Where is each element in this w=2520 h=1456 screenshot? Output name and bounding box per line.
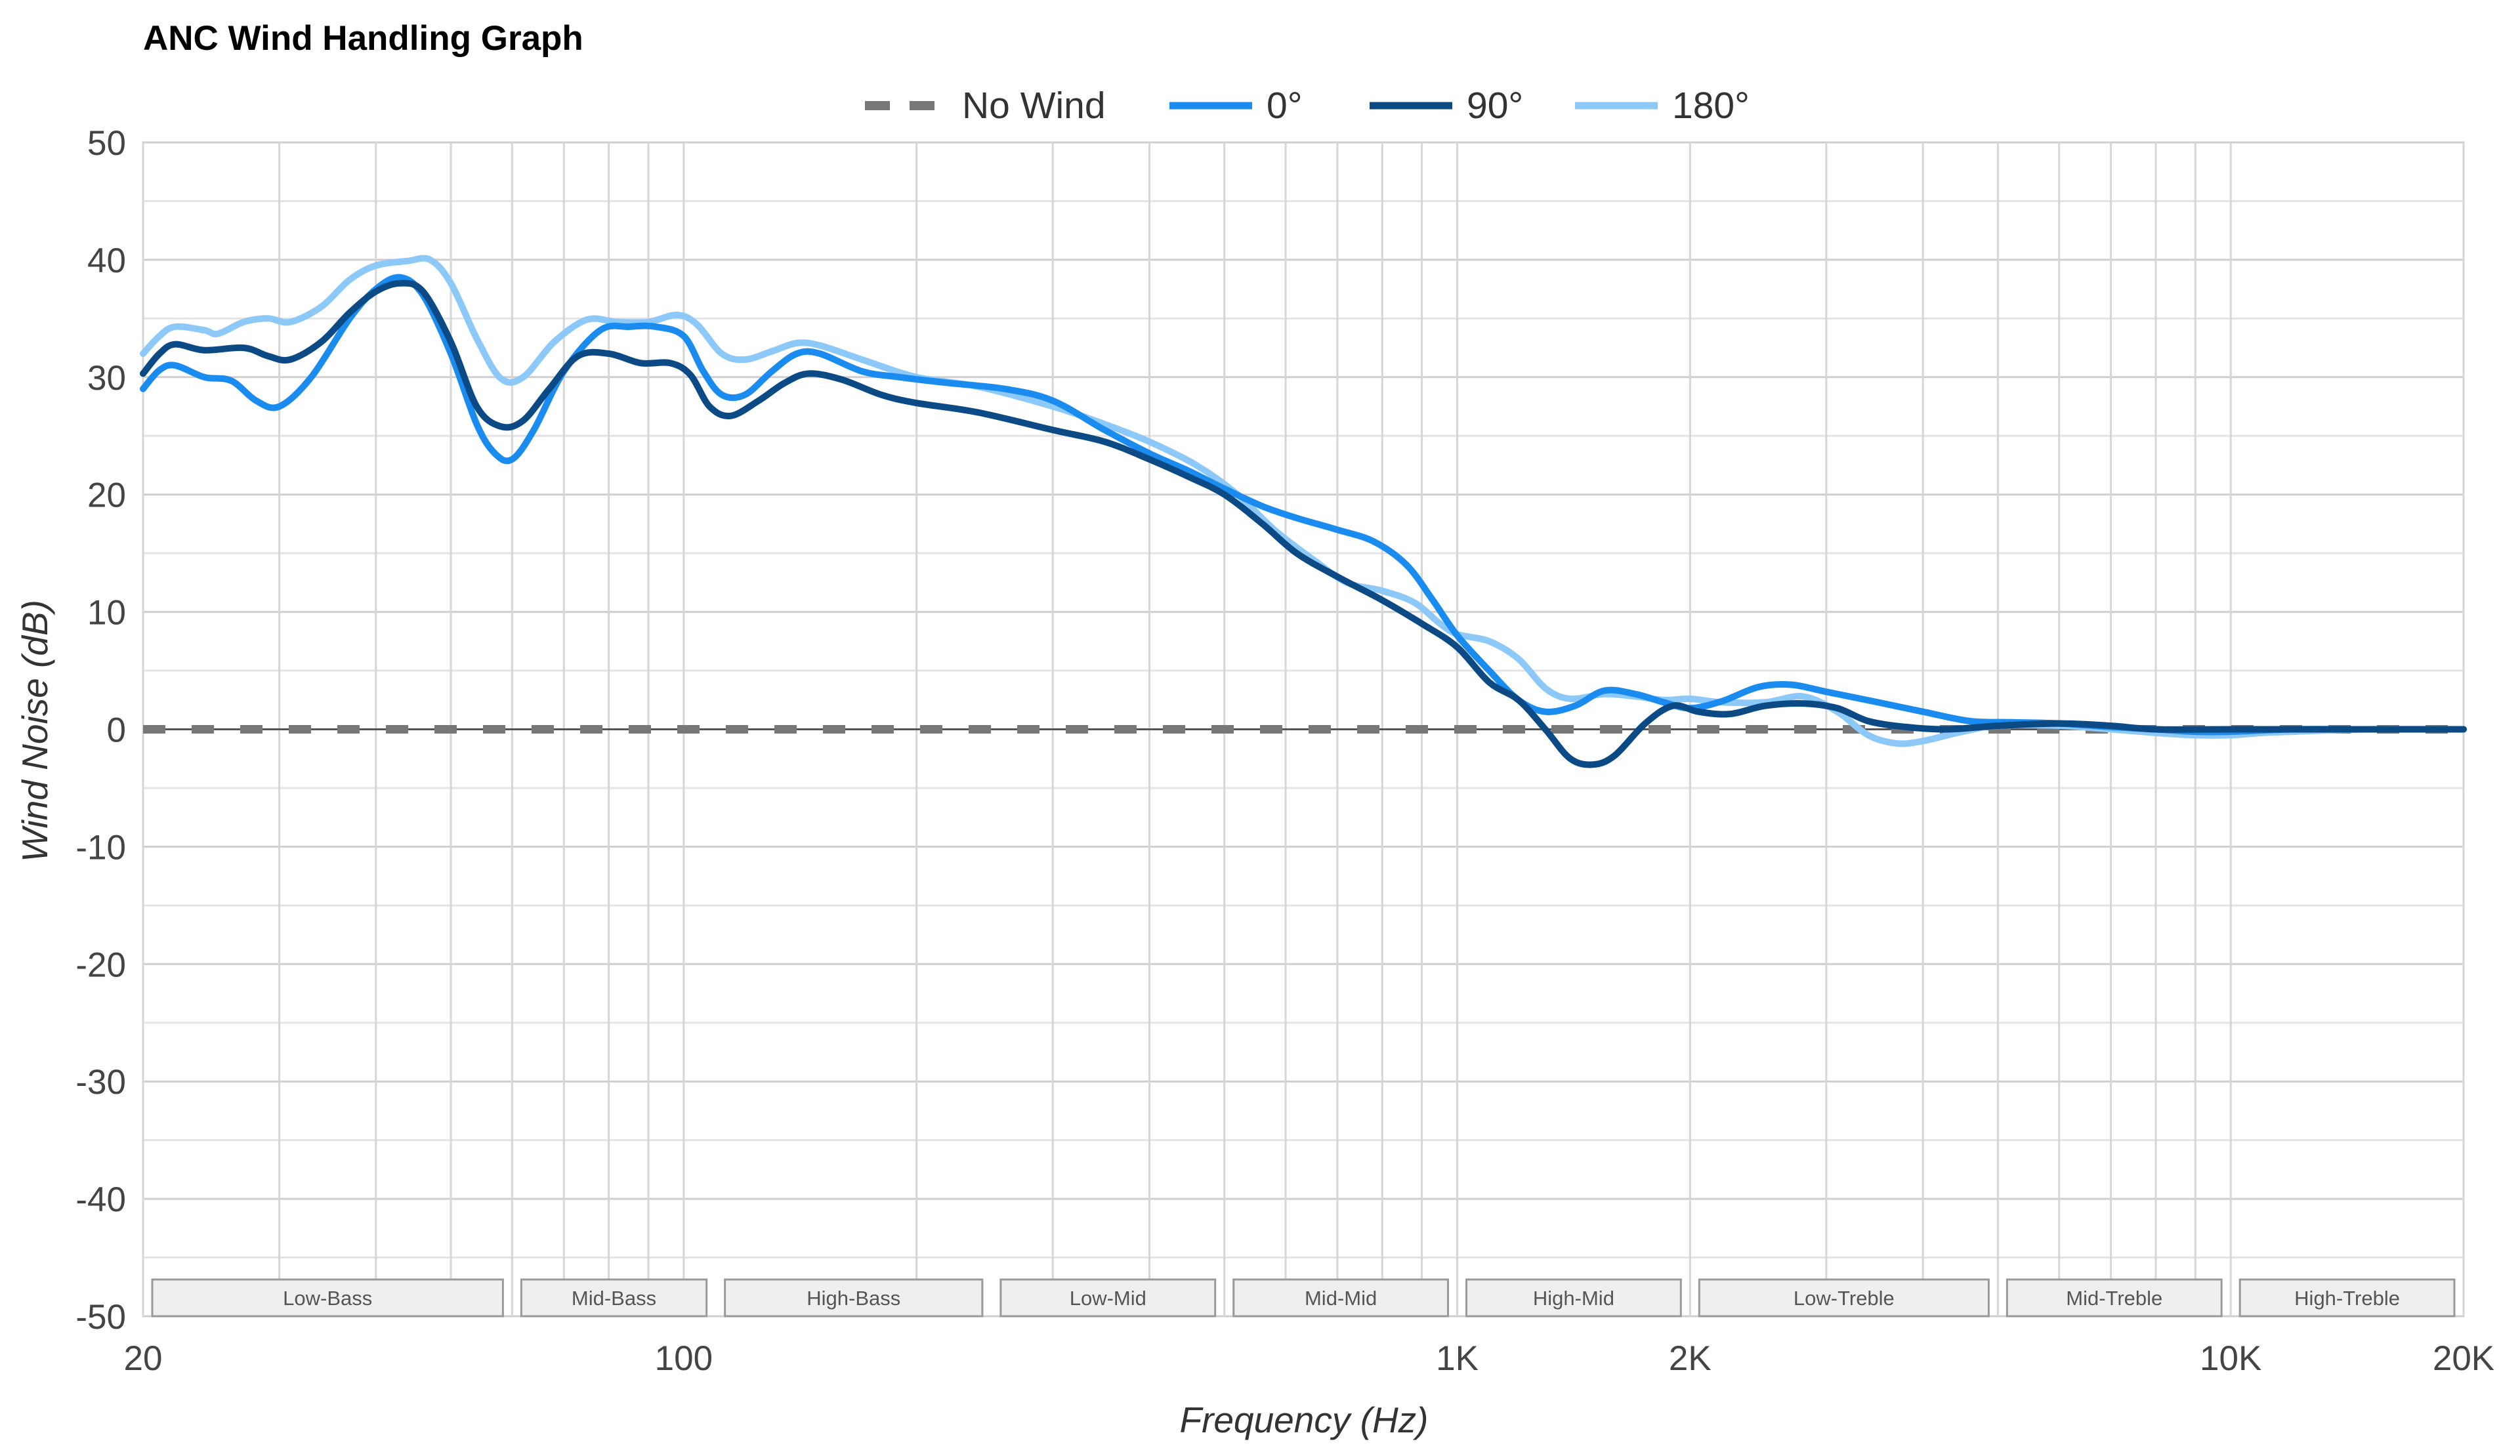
y-tick-label: 10 (87, 594, 126, 633)
series-line (140, 255, 2467, 747)
y-tick-label: -30 (75, 1063, 126, 1102)
x-axis-label: Frequency (Hz) (1180, 1400, 1429, 1440)
x-tick-label: 100 (655, 1339, 713, 1378)
x-tick-label: 1K (1436, 1339, 1479, 1378)
y-tick-label: -50 (75, 1298, 126, 1337)
band-box (2006, 1278, 2223, 1318)
band-box (1698, 1278, 1990, 1318)
band-box (999, 1278, 1217, 1318)
series-lines (140, 255, 2467, 768)
band-label: High-Bass (807, 1287, 900, 1310)
band-label: Mid-Treble (2066, 1287, 2162, 1310)
band-label: Low-Bass (283, 1287, 372, 1310)
band-label: High-Treble (2294, 1287, 2400, 1310)
band-label: Mid-Bass (572, 1287, 656, 1310)
y-tick-label: -20 (75, 946, 126, 984)
band-box (2238, 1278, 2456, 1318)
band-box (151, 1278, 504, 1318)
legend-label: 0° (1267, 85, 1303, 127)
x-tick-label: 10K (2200, 1339, 2261, 1378)
band-box (1232, 1278, 1450, 1318)
y-tick-label: 30 (87, 359, 126, 398)
band-box (724, 1278, 984, 1318)
y-tick-label: -10 (75, 828, 126, 867)
series-line (140, 280, 2467, 768)
x-tick-label: 2K (1669, 1339, 1712, 1378)
y-tick-label: 0 (107, 711, 126, 750)
y-tick-label: 50 (87, 124, 126, 163)
y-axis-label: Wind Noise (dB) (14, 600, 55, 862)
y-tick-label: 40 (87, 241, 126, 280)
legend-label: No Wind (962, 85, 1106, 127)
band-label: Low-Treble (1794, 1287, 1895, 1310)
legend-label: 90° (1467, 85, 1523, 127)
band-box (520, 1278, 708, 1318)
legend: No Wind 0° 90° 180° (865, 85, 1750, 127)
y-tick-label: -40 (75, 1180, 126, 1219)
y-tick-label: 20 (87, 476, 126, 515)
frequency-bands: Low-Bass Mid-Bass High-Bass Low-Mid Mid-Mid H… (151, 1278, 2456, 1318)
x-tick-label: 20K (2433, 1339, 2494, 1378)
band-box (1465, 1278, 1682, 1318)
chart-title: ANC Wind Handling Graph (143, 19, 583, 58)
series-line (140, 274, 2467, 736)
band-label: High-Mid (1533, 1287, 1614, 1310)
band-label: Low-Mid (1070, 1287, 1146, 1310)
legend-label: 180° (1672, 85, 1750, 127)
x-tick-label: 20 (124, 1339, 163, 1378)
band-label: Mid-Mid (1305, 1287, 1377, 1310)
